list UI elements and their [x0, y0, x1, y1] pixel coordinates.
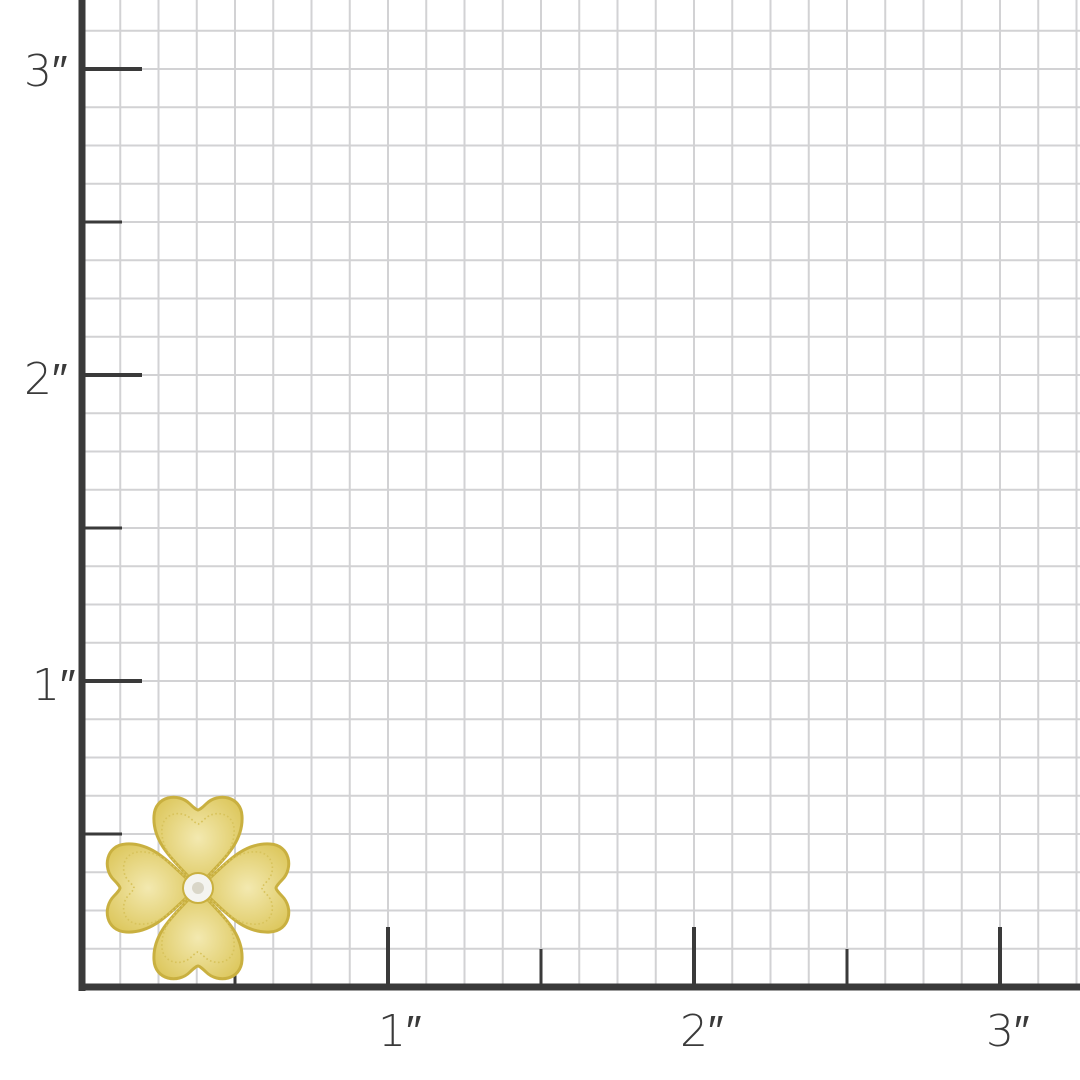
x-label-1in: 1″ — [378, 1006, 422, 1057]
x-label-2in: 2″ — [680, 1006, 724, 1057]
x-label-3in: 3″ — [986, 1006, 1030, 1057]
y-label-2in: 2″ — [24, 354, 68, 405]
y-label-1in: 1″ — [32, 660, 76, 711]
y-label-3in: 3″ — [24, 46, 68, 97]
diamond-facet — [192, 882, 204, 894]
